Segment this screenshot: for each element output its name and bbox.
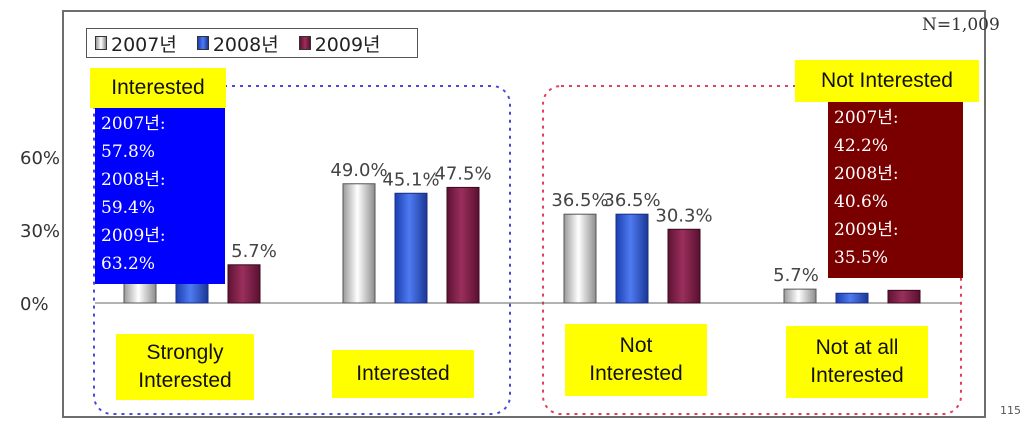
- category-label-text: Not at all Interested: [810, 336, 904, 387]
- category-label-strongly-interested: Strongly Interested: [116, 334, 254, 400]
- negative-total-callout: 2007년: 42.2% 2008년: 40.6% 2009년: 35.5%: [828, 102, 963, 278]
- bar-2009-2: [667, 228, 701, 304]
- callout-line: 2008년:: [834, 164, 899, 184]
- bar-value-label: 49.0%: [330, 160, 387, 181]
- category-label-not-interested: Not Interested: [565, 324, 707, 396]
- legend-item-2007: 2007년: [95, 30, 177, 57]
- y-tick-label: 60%: [20, 148, 60, 169]
- bar-2009-3: [887, 289, 921, 304]
- callout-line: 59.4%: [101, 198, 156, 218]
- callout-line: 42.2%: [834, 136, 889, 156]
- sample-size-note: N=1,009: [922, 15, 1000, 35]
- positive-group-border: [93, 85, 511, 415]
- bar-value-label: 45.1%: [382, 169, 439, 190]
- bar-2007-2: [563, 213, 597, 304]
- legend-item-2009: 2009년: [298, 30, 381, 57]
- bar-value-label: 47.5%: [434, 163, 491, 184]
- legend-label-2009: 2009년: [314, 33, 381, 56]
- callout-line: 2007년:: [834, 108, 899, 128]
- y-tick-label: 0%: [20, 294, 49, 315]
- legend-swatch-2008: [196, 36, 209, 50]
- negative-group-border: [542, 85, 962, 415]
- bar-2007-1: [342, 183, 376, 304]
- bar-value-label: 5.7%: [231, 241, 277, 262]
- bar-value-label: 36.5%: [603, 190, 660, 211]
- legend-item-2008: 2008년: [196, 30, 279, 57]
- callout-line: 2009년:: [834, 220, 899, 240]
- callout-line: 35.5%: [834, 248, 889, 268]
- negative-group-label: Not Interested: [795, 60, 979, 102]
- legend-swatch-2007: [95, 36, 107, 50]
- bar-2007-0: [123, 281, 157, 304]
- positive-group-label: Interested: [90, 68, 226, 108]
- y-tick-label: 30%: [20, 221, 60, 242]
- callout-line: 63.2%: [101, 254, 156, 274]
- bar-value-label: 5.7%: [773, 265, 819, 286]
- bar-2008-3: [835, 292, 869, 304]
- chart-frame: [62, 10, 986, 418]
- bar-2007-3: [783, 288, 817, 304]
- legend: 2007년 2008년 2009년: [86, 28, 418, 58]
- callout-line: 40.6%: [834, 192, 889, 212]
- bar-2008-2: [615, 213, 649, 304]
- callout-line: 2008년:: [101, 170, 166, 190]
- legend-swatch-2009: [298, 36, 311, 50]
- bar-value-label: 36.5%: [551, 190, 608, 211]
- bar-2008-1: [394, 192, 428, 304]
- legend-label-2008: 2008년: [212, 33, 279, 56]
- category-label-text: Interested: [356, 362, 450, 385]
- bar-2009-1: [446, 186, 480, 304]
- page-number: 115: [1000, 404, 1021, 417]
- category-label-not-at-all-interested: Not at all Interested: [786, 326, 928, 398]
- bar-value-label: 30.3%: [655, 205, 712, 226]
- positive-total-callout: 2007년: 57.8% 2008년: 59.4% 2009년: 63.2%: [95, 108, 225, 284]
- legend-label-2007: 2007년: [111, 33, 177, 56]
- category-label-interested: Interested: [332, 350, 474, 398]
- category-label-text: Strongly Interested: [138, 341, 232, 392]
- callout-line: 2009년:: [101, 226, 166, 246]
- bar-2009-0: [227, 264, 261, 304]
- category-label-text: Not Interested: [589, 334, 683, 385]
- callout-line: 57.8%: [101, 142, 156, 162]
- callout-line: 2007년:: [101, 114, 166, 134]
